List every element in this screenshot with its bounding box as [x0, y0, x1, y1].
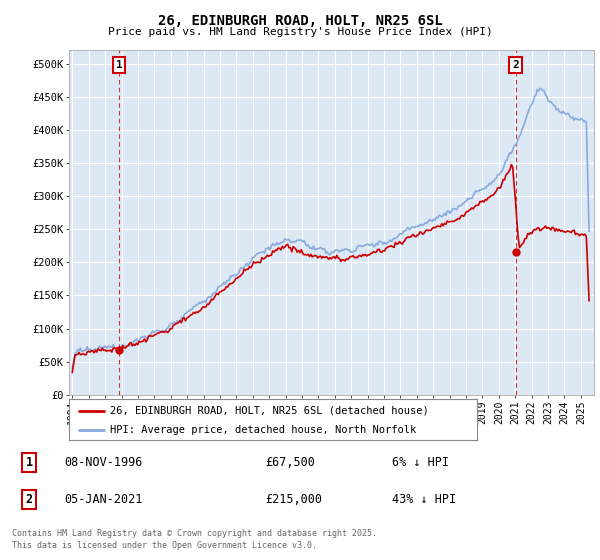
Text: 26, EDINBURGH ROAD, HOLT, NR25 6SL (detached house): 26, EDINBURGH ROAD, HOLT, NR25 6SL (deta…: [110, 405, 428, 416]
Text: 08-NOV-1996: 08-NOV-1996: [64, 456, 142, 469]
Text: 1: 1: [116, 60, 122, 70]
Text: Contains HM Land Registry data © Crown copyright and database right 2025.
This d: Contains HM Land Registry data © Crown c…: [12, 529, 377, 550]
Text: 05-JAN-2021: 05-JAN-2021: [64, 493, 142, 506]
Text: 43% ↓ HPI: 43% ↓ HPI: [392, 493, 456, 506]
Text: 2: 2: [512, 60, 519, 70]
Text: £215,000: £215,000: [265, 493, 322, 506]
Text: 2: 2: [26, 493, 33, 506]
Text: 6% ↓ HPI: 6% ↓ HPI: [392, 456, 449, 469]
Text: HPI: Average price, detached house, North Norfolk: HPI: Average price, detached house, Nort…: [110, 424, 416, 435]
Text: Price paid vs. HM Land Registry's House Price Index (HPI): Price paid vs. HM Land Registry's House …: [107, 27, 493, 38]
Text: 26, EDINBURGH ROAD, HOLT, NR25 6SL: 26, EDINBURGH ROAD, HOLT, NR25 6SL: [158, 14, 442, 28]
Text: £67,500: £67,500: [265, 456, 316, 469]
Text: 1: 1: [26, 456, 33, 469]
